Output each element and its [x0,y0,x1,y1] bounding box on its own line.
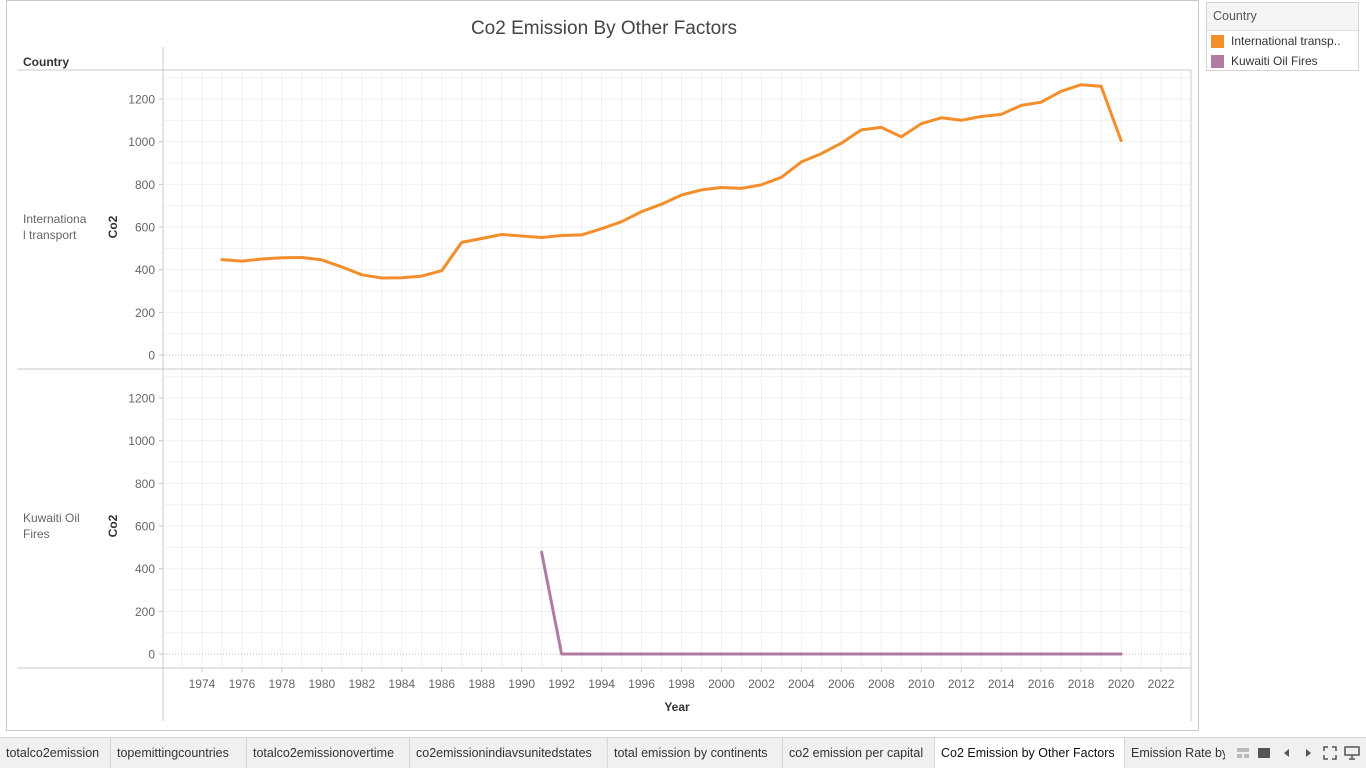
sheet-tab-bar: totalco2emission topemittingcountries to… [0,737,1366,768]
y-tick-label: 1000 [128,434,155,448]
legend-title: Country [1207,3,1358,31]
x-tick-label: 2016 [1028,677,1055,691]
row-label-line: Kuwaiti Oil [23,511,80,525]
x-tick-label: 1988 [468,677,495,691]
y-tick-label: 200 [135,605,155,619]
tab-totalco2emission[interactable]: totalco2emission [0,738,111,768]
filmstrip-view-icon[interactable] [1255,744,1273,762]
legend-item-kuwaiti-oil-fires[interactable]: Kuwaiti Oil Fires [1207,51,1358,71]
x-tick-label: 1992 [548,677,575,691]
y-tick-label: 400 [135,263,155,277]
legend-label: Kuwaiti Oil Fires [1231,54,1318,68]
present-icon[interactable] [1343,744,1361,762]
y-tick-label: 0 [148,648,155,662]
x-tick-label: 2022 [1148,677,1175,691]
x-tick-label: 2014 [988,677,1015,691]
row-header-label: Country [23,55,69,69]
x-tick-label: 2008 [868,677,895,691]
grid-view-icon[interactable] [1234,744,1252,762]
chart-frame: Co2 Emission By Other Factors Country 0 200… [6,0,1199,731]
color-legend: Country International transp.. Kuwaiti O… [1206,2,1359,71]
x-tick-label: 2000 [708,677,735,691]
x-tick-label: 2004 [788,677,815,691]
x-tick-label: 1990 [508,677,535,691]
y-tick-label: 800 [135,178,155,192]
legend-swatch [1211,54,1224,68]
row-label-line: Internationa [23,212,87,226]
x-tick-label: 1982 [348,677,375,691]
x-tick-label: 1994 [588,677,615,691]
series-line [540,550,1123,656]
y-tick-label: 0 [148,349,155,363]
x-tick-label: 2012 [948,677,975,691]
x-tick-label: 1996 [628,677,655,691]
y-tick-label: 800 [135,477,155,491]
x-tick-label: 1986 [428,677,455,691]
chart-title: Co2 Emission By Other Factors [471,18,737,39]
tab-co2-emission-per-capital[interactable]: co2 emission per capital [783,738,935,768]
y-tick-label: 600 [135,520,155,534]
tab-total-emission-by-continents[interactable]: total emission by continents [608,738,783,768]
x-tick-label: 1978 [269,677,296,691]
next-sheet-icon[interactable] [1299,744,1317,762]
tab-topemittingcountries[interactable]: topemittingcountries [111,738,247,768]
x-tick-label: 1998 [668,677,695,691]
x-axis-title: Year [664,700,690,714]
series-line [220,83,1123,280]
x-tick-label: 2020 [1108,677,1135,691]
prev-sheet-icon[interactable] [1278,744,1296,762]
legend-item-international-transport[interactable]: International transp.. [1207,31,1358,51]
y-tick-label: 200 [135,306,155,320]
y-tick-label: 1200 [128,93,155,107]
tab-co2-emission-by-other-factors[interactable]: Co2 Emission by Other Factors [935,738,1125,768]
legend-label: International transp.. [1231,34,1341,48]
y-tick-label: 1200 [128,392,155,406]
row-label-line: l transport [23,228,77,242]
y-tick-label: 600 [135,221,155,235]
tab-totalco2emissionovertime[interactable]: totalco2emissionovertime [247,738,410,768]
x-tick-label: 1976 [229,677,256,691]
x-tick-label: 1984 [388,677,415,691]
x-tick-label: 2018 [1068,677,1095,691]
fullscreen-icon[interactable] [1321,744,1339,762]
row-label-line: Fires [23,527,50,541]
tab-co2emissionindiavsunitedstates[interactable]: co2emissionindiavsunitedstates [410,738,608,768]
x-tick-label: 2010 [908,677,935,691]
x-tick-label: 2006 [828,677,855,691]
y-tick-label: 400 [135,562,155,576]
y-axis-title: Co2 [106,514,120,537]
x-tick-label: 2002 [748,677,775,691]
x-tick-label: 1974 [189,677,216,691]
tab-emission-rate-by[interactable]: Emission Rate by [1131,746,1225,760]
chart-svg: Co2 Emission By Other Factors Country 0 200… [17,18,1192,721]
y-tick-label: 1000 [128,135,155,149]
x-tick-label: 1980 [308,677,335,691]
y-axis-title: Co2 [106,215,120,238]
legend-swatch [1211,34,1224,48]
